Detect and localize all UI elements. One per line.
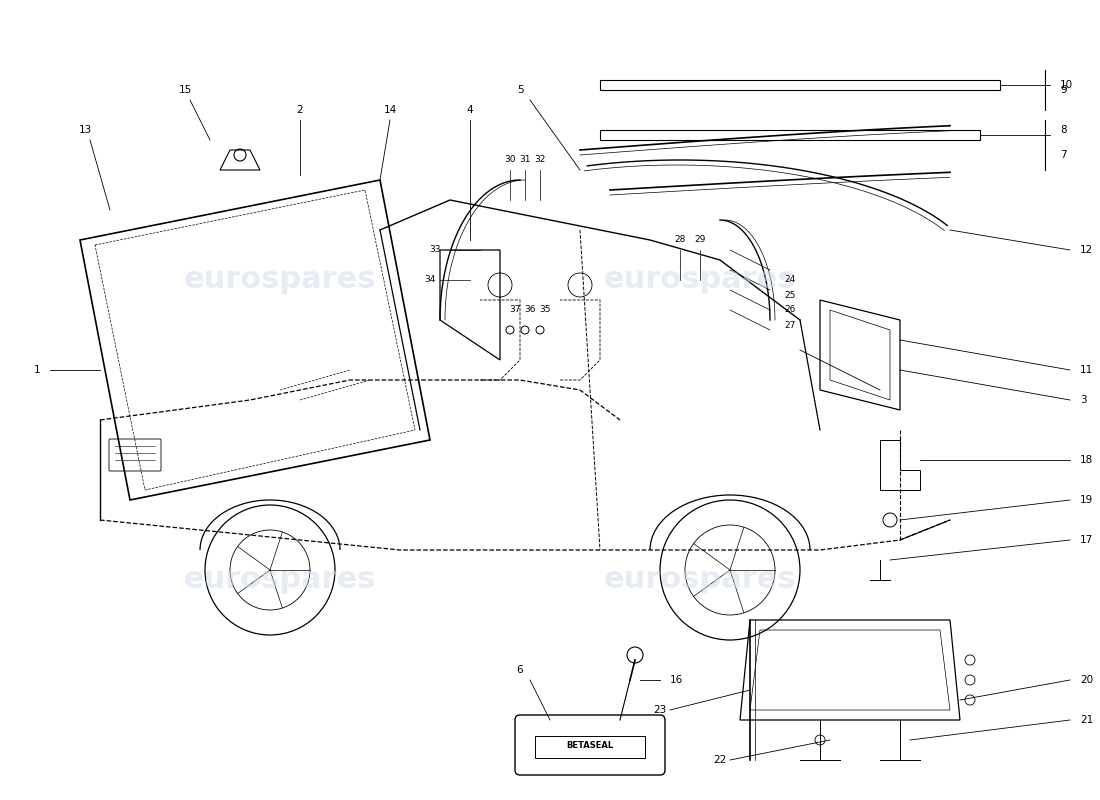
Text: 4: 4 <box>466 105 473 115</box>
Text: 5: 5 <box>517 85 524 95</box>
Text: 28: 28 <box>674 235 685 245</box>
Text: BETASEAL: BETASEAL <box>566 741 614 750</box>
Text: 13: 13 <box>78 125 91 135</box>
Text: 36: 36 <box>525 306 536 314</box>
Text: 15: 15 <box>178 85 191 95</box>
Text: 27: 27 <box>784 321 795 330</box>
Text: eurospares: eurospares <box>184 266 376 294</box>
Text: 31: 31 <box>519 155 530 165</box>
Text: 7: 7 <box>1060 150 1067 160</box>
Text: 1: 1 <box>33 365 40 375</box>
Text: 26: 26 <box>784 306 795 314</box>
Text: 11: 11 <box>1080 365 1093 375</box>
Text: eurospares: eurospares <box>184 566 376 594</box>
Text: 25: 25 <box>784 290 795 299</box>
Text: 12: 12 <box>1080 245 1093 255</box>
Text: eurospares: eurospares <box>604 566 796 594</box>
Text: 3: 3 <box>1080 395 1087 405</box>
Text: 22: 22 <box>714 755 727 765</box>
Text: 16: 16 <box>670 675 683 685</box>
Text: 34: 34 <box>425 275 436 285</box>
Text: 32: 32 <box>535 155 546 165</box>
Text: 19: 19 <box>1080 495 1093 505</box>
Text: 10: 10 <box>1060 80 1074 90</box>
Text: 9: 9 <box>1060 85 1067 95</box>
Text: 37: 37 <box>509 306 520 314</box>
Text: 17: 17 <box>1080 535 1093 545</box>
Text: 2: 2 <box>297 105 304 115</box>
Text: 14: 14 <box>384 105 397 115</box>
Text: 30: 30 <box>504 155 516 165</box>
Text: 24: 24 <box>784 275 795 285</box>
Text: 35: 35 <box>539 306 551 314</box>
Text: 33: 33 <box>429 246 441 254</box>
Text: 6: 6 <box>517 665 524 675</box>
Text: 18: 18 <box>1080 455 1093 465</box>
Text: eurospares: eurospares <box>604 266 796 294</box>
Text: 21: 21 <box>1080 715 1093 725</box>
Text: 29: 29 <box>694 235 706 245</box>
Text: 20: 20 <box>1080 675 1093 685</box>
Text: 23: 23 <box>653 705 667 715</box>
Text: 8: 8 <box>1060 125 1067 135</box>
